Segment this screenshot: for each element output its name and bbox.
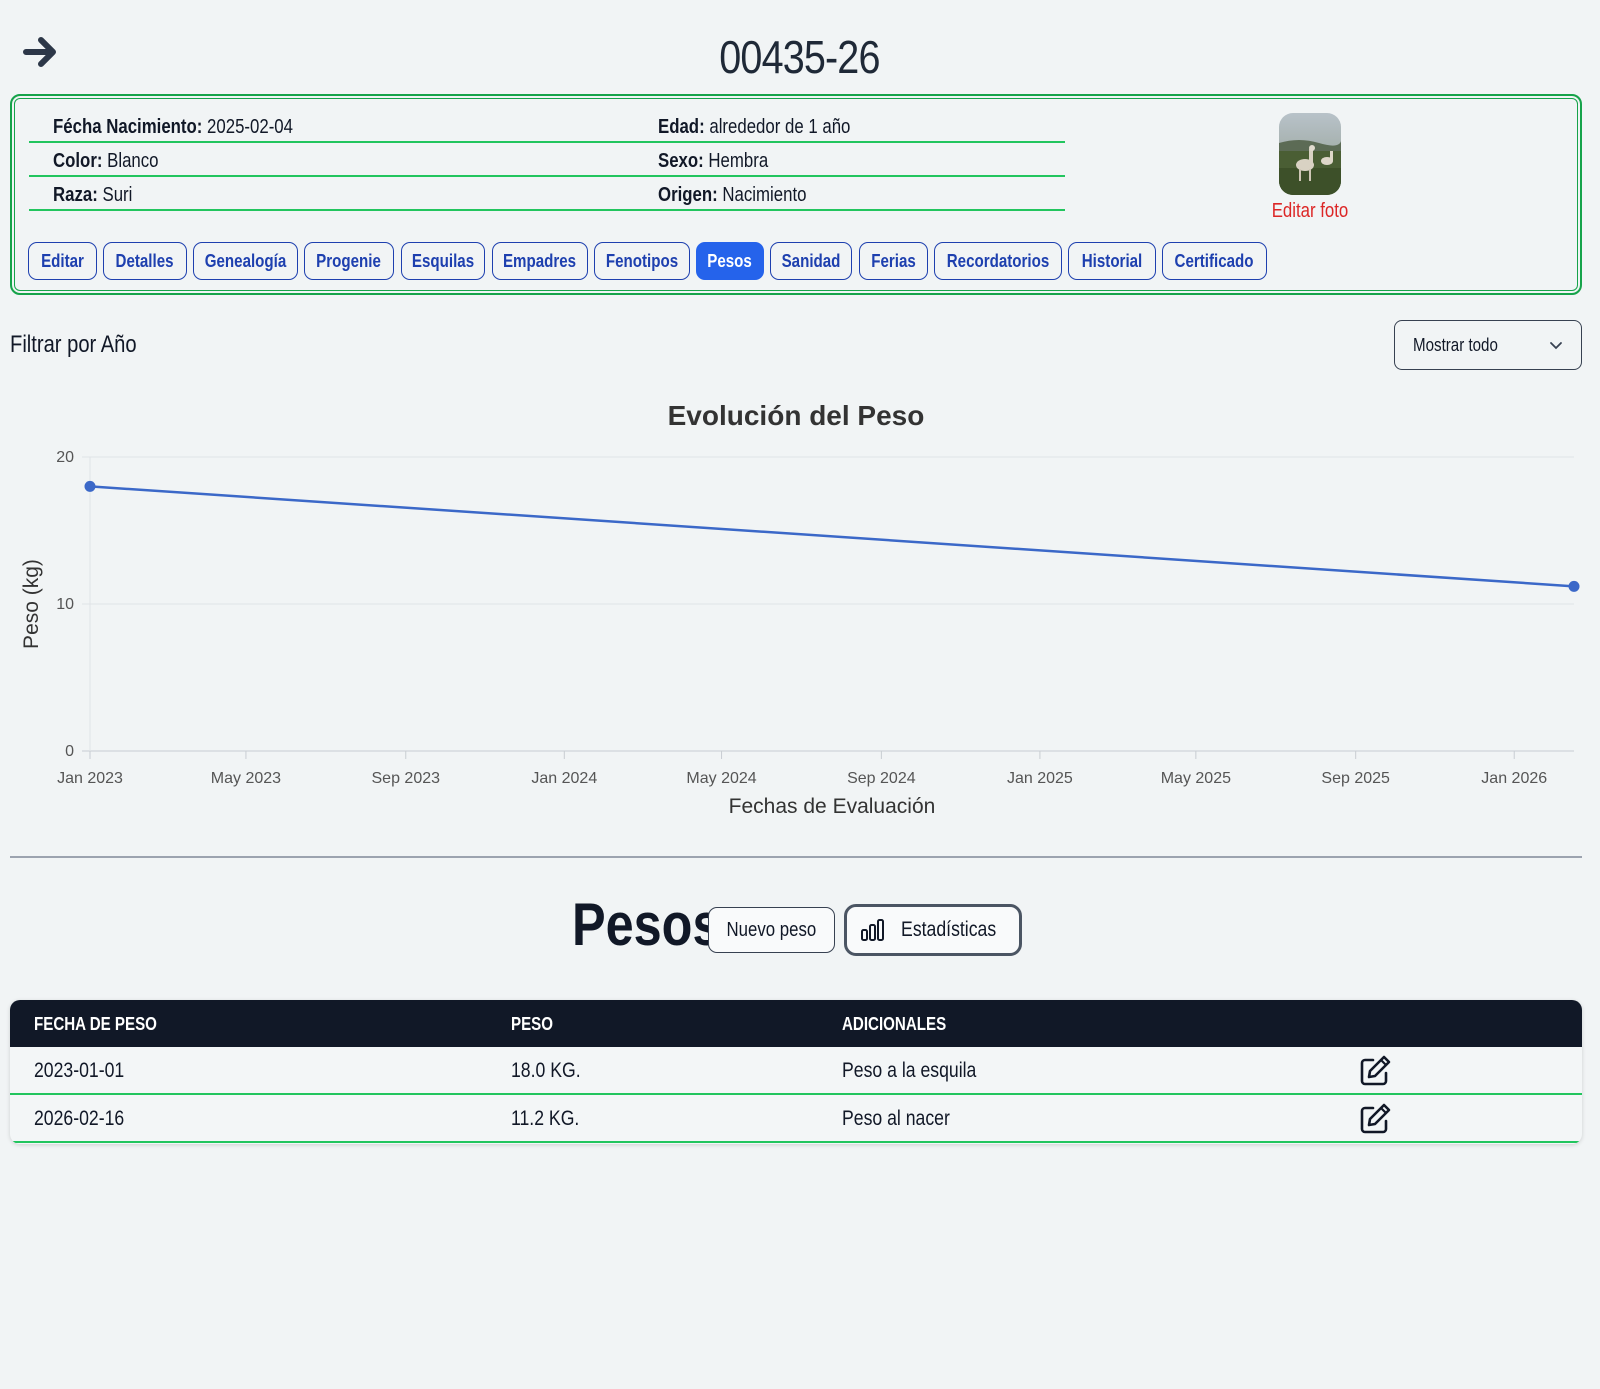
new-weight-button[interactable]: Nuevo peso [708, 907, 835, 953]
arrow-right-icon[interactable] [22, 34, 60, 70]
tab-historial[interactable]: Historial [1068, 242, 1156, 280]
series-line [89, 485, 1575, 588]
year-filter-select[interactable]: Mostrar todo [1394, 320, 1582, 370]
filter-label: Filtrar por Año [10, 331, 137, 358]
x-tick-label: Sep 2025 [1321, 770, 1390, 787]
edit-icon[interactable] [1358, 1054, 1392, 1088]
column-header-notes: ADICIONALES [842, 1014, 947, 1034]
x-tick-label: Sep 2023 [372, 770, 441, 787]
year-filter-value: Mostrar todo [1413, 335, 1498, 355]
tab-esquilas[interactable]: Esquilas [401, 242, 485, 280]
x-tick-label: Jan 2025 [1007, 770, 1073, 787]
y-tick-label: 10 [56, 596, 74, 613]
edit-icon[interactable] [1358, 1102, 1392, 1136]
info-row-1: Fécha Nacimiento: 2025-02-04 Edad: alred… [29, 110, 1065, 143]
table-header: FECHA DE PESO PESO ADICIONALES [10, 1000, 1582, 1047]
chevron-down-icon [1550, 342, 1562, 350]
edit-photo-link[interactable]: Editar foto [1271, 200, 1349, 222]
cell-notes: Peso a la esquila [842, 1059, 977, 1082]
data-point [1568, 580, 1580, 592]
x-tick-label: Jan 2026 [1481, 770, 1547, 787]
tab-pesos[interactable]: Pesos [696, 242, 764, 280]
x-tick-label: May 2023 [211, 770, 281, 787]
section-title: Pesos [572, 891, 721, 958]
tab-detalles[interactable]: Detalles [103, 242, 187, 280]
tab-progenie[interactable]: Progenie [304, 242, 394, 280]
info-row-3: Raza: Suri Origen: Nacimiento [29, 178, 1065, 211]
weights-table: FECHA DE PESO PESO ADICIONALES 2023-01-0… [10, 1000, 1582, 1144]
x-tick-label: May 2024 [686, 770, 756, 787]
tab-recordatorios[interactable]: Recordatorios [934, 242, 1062, 280]
y-tick-label: 0 [65, 743, 74, 760]
tab-empadres[interactable]: Empadres [492, 242, 588, 280]
breed: Raza: Suri [53, 184, 133, 206]
birth-date: Fécha Nacimiento: 2025-02-04 [53, 116, 293, 138]
x-tick-label: Jan 2024 [531, 770, 597, 787]
tab-fenotipos[interactable]: Fenotipos [594, 242, 690, 280]
page-title: 00435-26 [719, 31, 880, 83]
animal-info-card: Fécha Nacimiento: 2025-02-04 Edad: alred… [10, 94, 1582, 295]
chart-title: Evolución del Peso [668, 400, 925, 431]
cell-date: 2023-01-01 [34, 1059, 125, 1082]
tab-editar[interactable]: Editar [28, 242, 97, 280]
sex: Sexo: Hembra [658, 150, 769, 172]
color: Color: Blanco [53, 150, 159, 172]
x-axis-label: Fechas de Evaluación [729, 795, 936, 818]
tab-genealogia[interactable]: Genealogía [193, 242, 298, 280]
table-row: 2026-02-16 11.2 KG. Peso al nacer [10, 1095, 1582, 1143]
info-row-2: Color: Blanco Sexo: Hembra [29, 144, 1065, 177]
cell-date: 2026-02-16 [34, 1107, 125, 1130]
x-tick-label: Sep 2024 [847, 770, 916, 787]
weight-chart: Evolución del Peso 0 10 20 Jan 2023 May 2023 S… [20, 400, 1580, 818]
age: Edad: alrededor de 1 año [658, 116, 851, 138]
data-point [84, 480, 96, 492]
y-axis-label: Peso (kg) [20, 559, 43, 649]
table-row: 2023-01-01 18.0 KG. Peso a la esquila [10, 1047, 1582, 1095]
y-tick-label: 20 [56, 449, 74, 466]
column-header-weight: PESO [511, 1014, 554, 1034]
x-tick-label: May 2025 [1161, 770, 1231, 787]
cell-notes: Peso al nacer [842, 1107, 950, 1130]
statistics-button[interactable]: Estadísticas [844, 904, 1022, 956]
origin: Origen: Nacimiento [658, 184, 807, 206]
bar-chart-icon [861, 919, 885, 941]
section-divider [10, 856, 1582, 858]
tab-certificado[interactable]: Certificado [1162, 242, 1267, 280]
cell-weight: 18.0 KG. [511, 1059, 581, 1082]
animal-photo [1279, 113, 1341, 195]
tab-sanidad[interactable]: Sanidad [770, 242, 852, 280]
tab-ferias[interactable]: Ferias [859, 242, 928, 280]
cell-weight: 11.2 KG. [511, 1107, 580, 1130]
column-header-date: FECHA DE PESO [34, 1014, 157, 1034]
x-tick-label: Jan 2023 [57, 770, 123, 787]
